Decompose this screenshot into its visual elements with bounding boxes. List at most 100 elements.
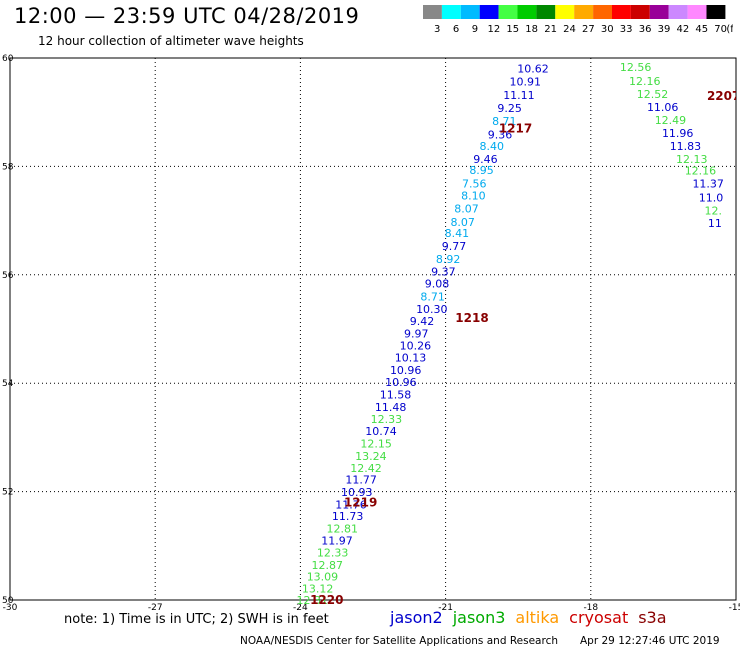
wave-height-value: 7.56 xyxy=(462,178,487,191)
y-tick-label: 54 xyxy=(2,379,14,389)
colorbar-swatch xyxy=(668,5,688,19)
wave-height-value: 11 xyxy=(708,217,722,230)
wave-height-value: 12.52 xyxy=(637,88,669,101)
wave-height-value: 12.15 xyxy=(360,437,392,450)
wave-height-value: 9.36 xyxy=(488,128,513,141)
wave-height-value: 12.87 xyxy=(312,559,344,572)
colorbar-label: 15 xyxy=(506,24,519,35)
timestamp: Apr 29 12:27:46 UTC 2019 xyxy=(580,635,720,647)
pass-number-label: 1219 xyxy=(344,495,377,509)
colorbar-swatch xyxy=(441,5,461,19)
wave-height-value: 11.76 xyxy=(335,499,367,512)
wave-height-value: 10.30 xyxy=(416,303,448,316)
legend-cryosat: cryosat xyxy=(569,608,629,627)
y-tick-label: 50 xyxy=(2,596,14,606)
wave-height-value: 11.77 xyxy=(345,474,377,487)
pass-number-label: 1220 xyxy=(310,593,343,607)
wave-height-value: 10.74 xyxy=(365,425,397,438)
wave-height-value: 10.93 xyxy=(341,486,373,499)
wave-height-value: 12. xyxy=(705,204,723,217)
wave-height-value: 11.37 xyxy=(692,178,724,191)
wave-height-value: 9.97 xyxy=(404,327,429,340)
wave-height-value: 8.95 xyxy=(469,164,494,177)
wave-height-value: 12.13 xyxy=(676,153,708,166)
colorbar-label: 70 xyxy=(714,24,727,35)
colorbar-swatch xyxy=(479,5,499,19)
colorbar-label: 27 xyxy=(582,24,595,35)
colorbar-label: 39 xyxy=(658,24,671,35)
wave-height-value: 8.07 xyxy=(454,203,479,216)
wave-height-value: 13.12 xyxy=(302,583,334,596)
colorbar-swatch xyxy=(574,5,594,19)
colorbar-label: 9 xyxy=(472,24,478,35)
colorbar-label: 21 xyxy=(544,24,557,35)
wave-height-value: 9.77 xyxy=(442,240,467,253)
wave-height-value: 11.11 xyxy=(503,89,535,102)
wave-height-value: 8.71 xyxy=(492,115,516,128)
wave-height-value: 11.0 xyxy=(699,191,724,204)
map-subtitle: 12 hour collection of altimeter wave hei… xyxy=(38,34,304,48)
wave-height-value: 11.97 xyxy=(321,534,353,547)
x-tick-label: -15 xyxy=(729,603,740,613)
x-tick-label: -24 xyxy=(293,603,308,613)
wave-height-value: 10.13 xyxy=(395,352,427,365)
colorbar-swatch xyxy=(423,5,442,19)
y-tick-label: 56 xyxy=(2,271,14,281)
colorbar-swatch xyxy=(630,5,650,19)
colorbar-label: 6 xyxy=(453,24,459,35)
wave-height-value: 8.40 xyxy=(479,140,504,153)
legend-s3a: s3a xyxy=(638,608,667,627)
wave-height-value: 10.62 xyxy=(517,62,549,75)
wave-height-value: 10.96 xyxy=(390,364,422,377)
colorbar-swatch xyxy=(649,5,669,19)
colorbar-swatch xyxy=(612,5,631,19)
wave-height-value: 9.42 xyxy=(410,315,435,328)
plot-frame xyxy=(9,57,737,601)
wave-height-value: 12.49 xyxy=(655,114,687,127)
colorbar-label: 18 xyxy=(525,24,538,35)
colorbar-swatch xyxy=(593,5,612,19)
credit-line: NOAA/NESDIS Center for Satellite Applica… xyxy=(240,635,558,647)
legend-jason3: jason3 xyxy=(452,608,506,627)
colorbar-label: 3 xyxy=(434,24,440,35)
colorbar-swatch xyxy=(706,5,726,19)
colorbar-unit: (ft) xyxy=(726,24,733,35)
wave-height-value: 8.92 xyxy=(436,253,461,266)
wave-height-value: 8.07 xyxy=(450,216,475,229)
legend-jason2: jason2 xyxy=(390,608,443,627)
colorbar-label: 42 xyxy=(677,24,690,35)
wave-height-value: 12.81 xyxy=(327,522,359,535)
wave-height-value: 12.16 xyxy=(629,75,661,88)
wave-height-value: 9.25 xyxy=(497,102,522,115)
map-title: 12:00 — 23:59 UTC 04/28/2019 xyxy=(14,4,360,28)
colorbar-swatch xyxy=(498,5,518,19)
colorbar-label: 30 xyxy=(601,24,614,35)
x-tick-label: -27 xyxy=(148,603,163,613)
x-tick-label: -21 xyxy=(438,603,453,613)
wave-height-value: 11.73 xyxy=(332,510,364,523)
wave-height-value: 8.10 xyxy=(461,190,486,203)
satellite-legend: jason2 jason3 altika cryosat s3a xyxy=(390,608,667,627)
wave-height-value: 13.24 xyxy=(355,450,387,463)
colorbar-label: 45 xyxy=(695,24,708,35)
x-tick-label: -30 xyxy=(3,603,18,613)
wave-height-value: 9.08 xyxy=(425,277,450,290)
wave-height-value: 9.46 xyxy=(473,153,498,166)
pass-number-label: 1218 xyxy=(455,311,488,325)
colorbar-swatch xyxy=(460,5,480,19)
colorbar-swatch xyxy=(555,5,575,19)
pass-number-label: 1217 xyxy=(499,121,532,135)
colorbar-label: 36 xyxy=(639,24,652,35)
colorbar-label: 24 xyxy=(563,24,576,35)
wave-height-value: 9.37 xyxy=(431,266,456,279)
wave-height-value: 11.83 xyxy=(670,140,702,153)
wave-height-map: -30 -27 -24 -21 -18 -15 60 58 56 54 52 50 10.6210.91… xyxy=(2,54,740,613)
colorbar-swatch xyxy=(517,5,537,19)
colorbar-label: 33 xyxy=(620,24,633,35)
wave-height-value: 8.41 xyxy=(445,227,470,240)
pass-number-label: 2207 xyxy=(707,89,740,103)
wave-height-value: 11.48 xyxy=(375,401,407,414)
footer-note: note: 1) Time is in UTC; 2) SWH is in fe… xyxy=(64,612,329,627)
y-tick-label: 60 xyxy=(2,54,14,64)
